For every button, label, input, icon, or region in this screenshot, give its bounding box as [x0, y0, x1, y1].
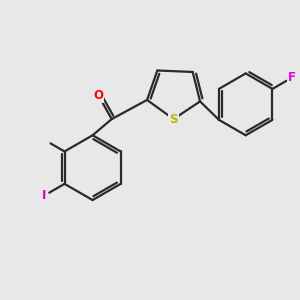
Text: S: S — [169, 112, 178, 126]
Text: I: I — [41, 189, 46, 203]
Text: F: F — [288, 71, 296, 84]
Text: O: O — [94, 89, 103, 102]
